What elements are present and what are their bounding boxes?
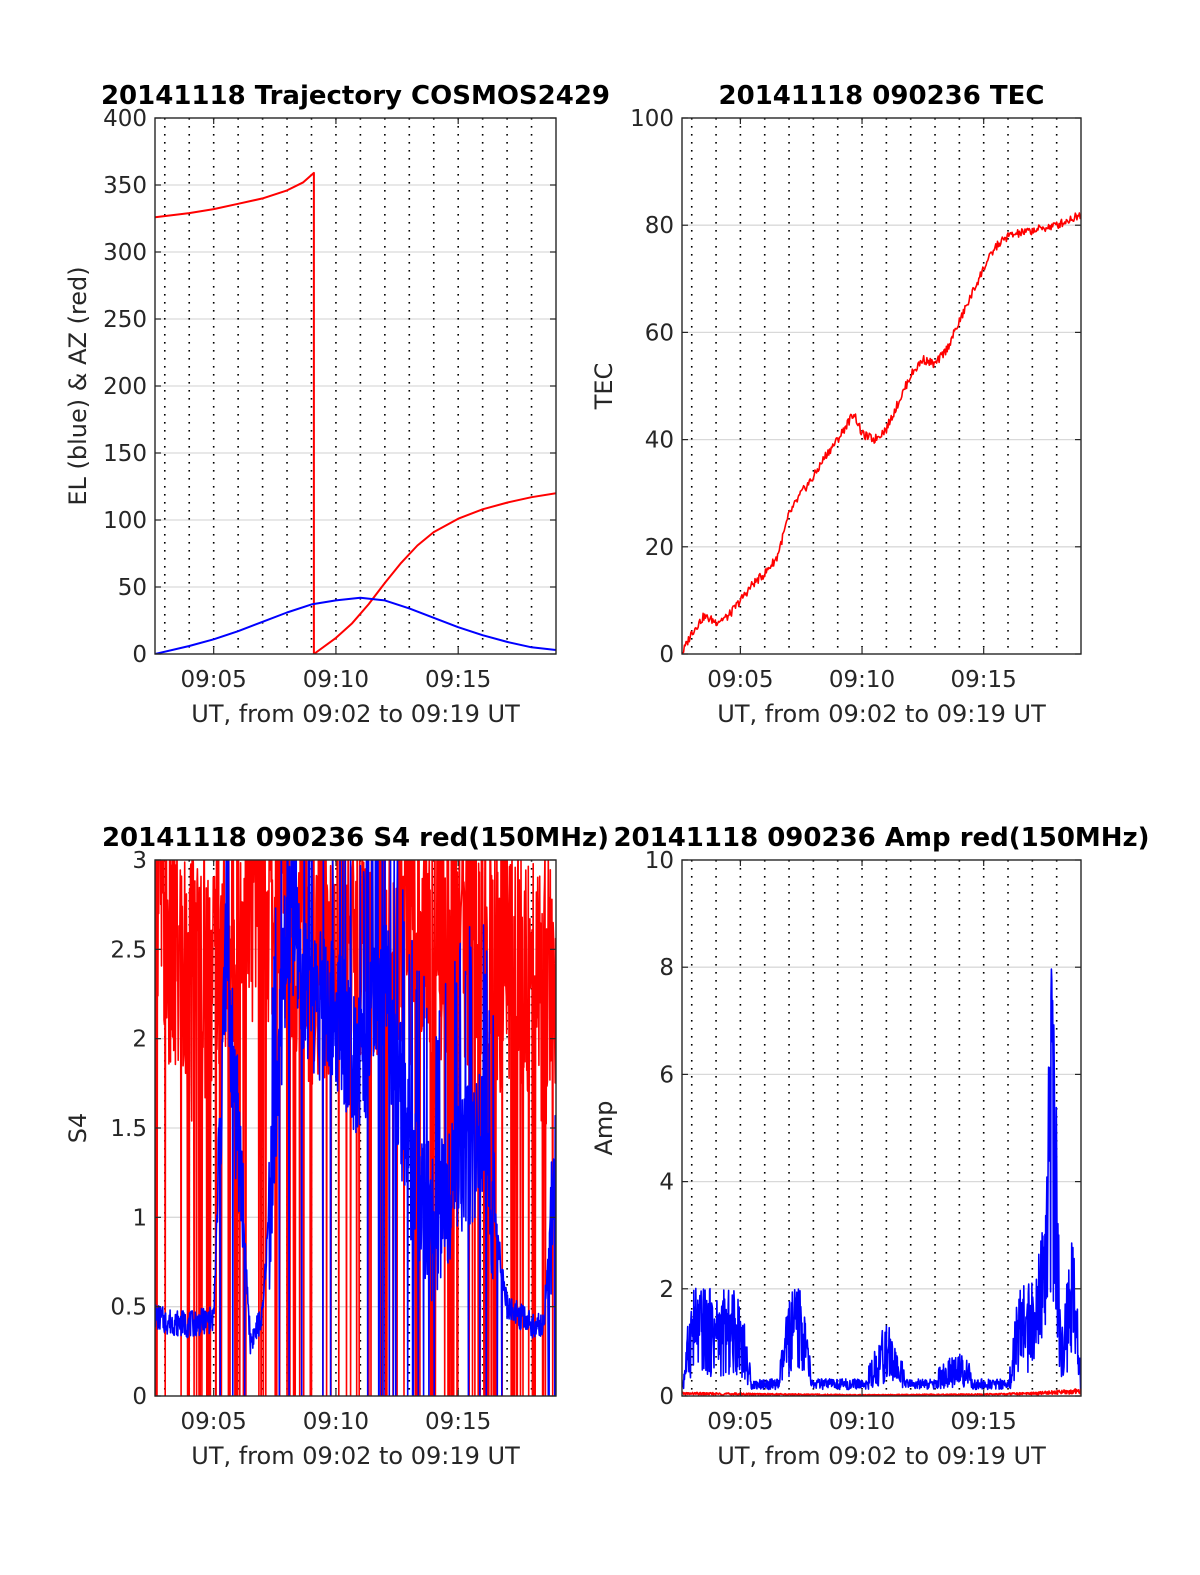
trajectory-ytick-label: 100: [103, 508, 147, 534]
s4-ytick-label: 2.5: [110, 937, 147, 963]
amp-xtick-label: 09:10: [829, 1409, 895, 1435]
amp-ytick-label: 2: [659, 1277, 674, 1303]
s4-ytick-label: 1.5: [110, 1116, 147, 1142]
amp-ytick-label: 4: [659, 1170, 674, 1196]
tec-ytick-label: 80: [645, 213, 674, 239]
tec-title: 20141118 090236 TEC: [719, 81, 1045, 111]
trajectory-ytick-label: 350: [103, 173, 147, 199]
s4-data: [155, 860, 556, 1396]
trajectory-title: 20141118 Trajectory COSMOS2429: [101, 81, 610, 111]
s4-ytick-label: 0: [132, 1384, 147, 1410]
s4-series-blue: [155, 860, 556, 1396]
tec-axes-box: [681, 117, 1082, 655]
trajectory-chart: 0 50 100 150 200 250 300 350 400 09:05 09:10 09:15 2…: [64, 81, 610, 728]
amp-xtick-label: 09:05: [707, 1409, 773, 1435]
amp-series-blue: [682, 968, 1081, 1392]
trajectory-xtick-label: 09:10: [303, 667, 369, 693]
trajectory-series-red: [155, 171, 556, 654]
s4-chart: 0 0.5 1 1.5 2 2.5 3 09:05 09:10 09:15 20141118 090…: [64, 823, 609, 1470]
tec-series-red: [682, 212, 1081, 654]
tec-chart: 0 20 40 60 80 100 09:05 09:10 09:15 20141118 0902…: [590, 81, 1082, 728]
s4-xtick-label: 09:05: [181, 1409, 247, 1435]
trajectory-ytick-label: 200: [103, 374, 147, 400]
s4-xtick-label: 09:15: [425, 1409, 491, 1435]
s4-title: 20141118 090236 S4 red(150MHz): [102, 823, 609, 853]
s4-ytick-label: 1: [132, 1205, 147, 1231]
amp-plot-area: [682, 860, 1081, 1396]
s4-ytick-label: 0.5: [110, 1295, 147, 1321]
tec-data: [682, 212, 1081, 654]
amp-ytick-label: 8: [659, 955, 674, 981]
trajectory-ytick-label: 50: [118, 575, 147, 601]
trajectory-ytick-label: 300: [103, 240, 147, 266]
amp-axes-box: [681, 859, 1082, 1397]
s4-xtick-label: 09:10: [303, 1409, 369, 1435]
tec-ytick-label: 20: [645, 535, 674, 561]
amp-chart: 0 2 4 6 8 10 09:05 09:10 09:15 20141118 090236 Am…: [590, 823, 1150, 1470]
tec-xlabel: UT, from 09:02 to 09:19 UT: [717, 700, 1046, 728]
tec-ytick-label: 0: [659, 642, 674, 668]
s4-xlabel: UT, from 09:02 to 09:19 UT: [191, 1442, 520, 1470]
tec-plot-area: [682, 118, 1081, 654]
tec-ytick-label: 100: [630, 106, 674, 132]
trajectory-data: [155, 171, 556, 654]
amp-ytick-label: 0: [659, 1384, 674, 1410]
trajectory-ylabel: EL (blue) & AZ (red): [64, 266, 92, 505]
s4-ytick-label: 2: [132, 1027, 147, 1053]
trajectory-xtick-label: 09:05: [181, 667, 247, 693]
trajectory-ytick-label: 150: [103, 441, 147, 467]
trajectory-series-blue: [155, 596, 556, 654]
amp-ytick-label: 6: [659, 1062, 674, 1088]
trajectory-xtick-label: 09:15: [425, 667, 491, 693]
trajectory-ytick-label: 400: [103, 106, 147, 132]
tec-ytick-label: 60: [645, 320, 674, 346]
trajectory-ytick-label: 0: [132, 642, 147, 668]
amp-title: 20141118 090236 Amp red(150MHz): [613, 823, 1149, 853]
tec-xtick-label: 09:10: [829, 667, 895, 693]
amp-grid: [682, 860, 1081, 1396]
amp-ylabel: Amp: [590, 1100, 618, 1155]
s4-ytick-label: 3: [132, 848, 147, 874]
s4-ylabel: S4: [64, 1113, 92, 1144]
amp-xlabel: UT, from 09:02 to 09:19 UT: [717, 1442, 1046, 1470]
tec-ytick-label: 40: [645, 428, 674, 454]
amp-xtick-label: 09:15: [951, 1409, 1017, 1435]
tec-xtick-label: 09:15: [951, 667, 1017, 693]
tec-ylabel: TEC: [590, 363, 618, 411]
trajectory-ytick-label: 250: [103, 307, 147, 333]
tec-xtick-label: 09:05: [707, 667, 773, 693]
tec-grid: [682, 118, 1081, 654]
trajectory-xlabel: UT, from 09:02 to 09:19 UT: [191, 700, 520, 728]
amp-ytick-label: 10: [645, 848, 674, 874]
trajectory-grid: [155, 118, 556, 654]
